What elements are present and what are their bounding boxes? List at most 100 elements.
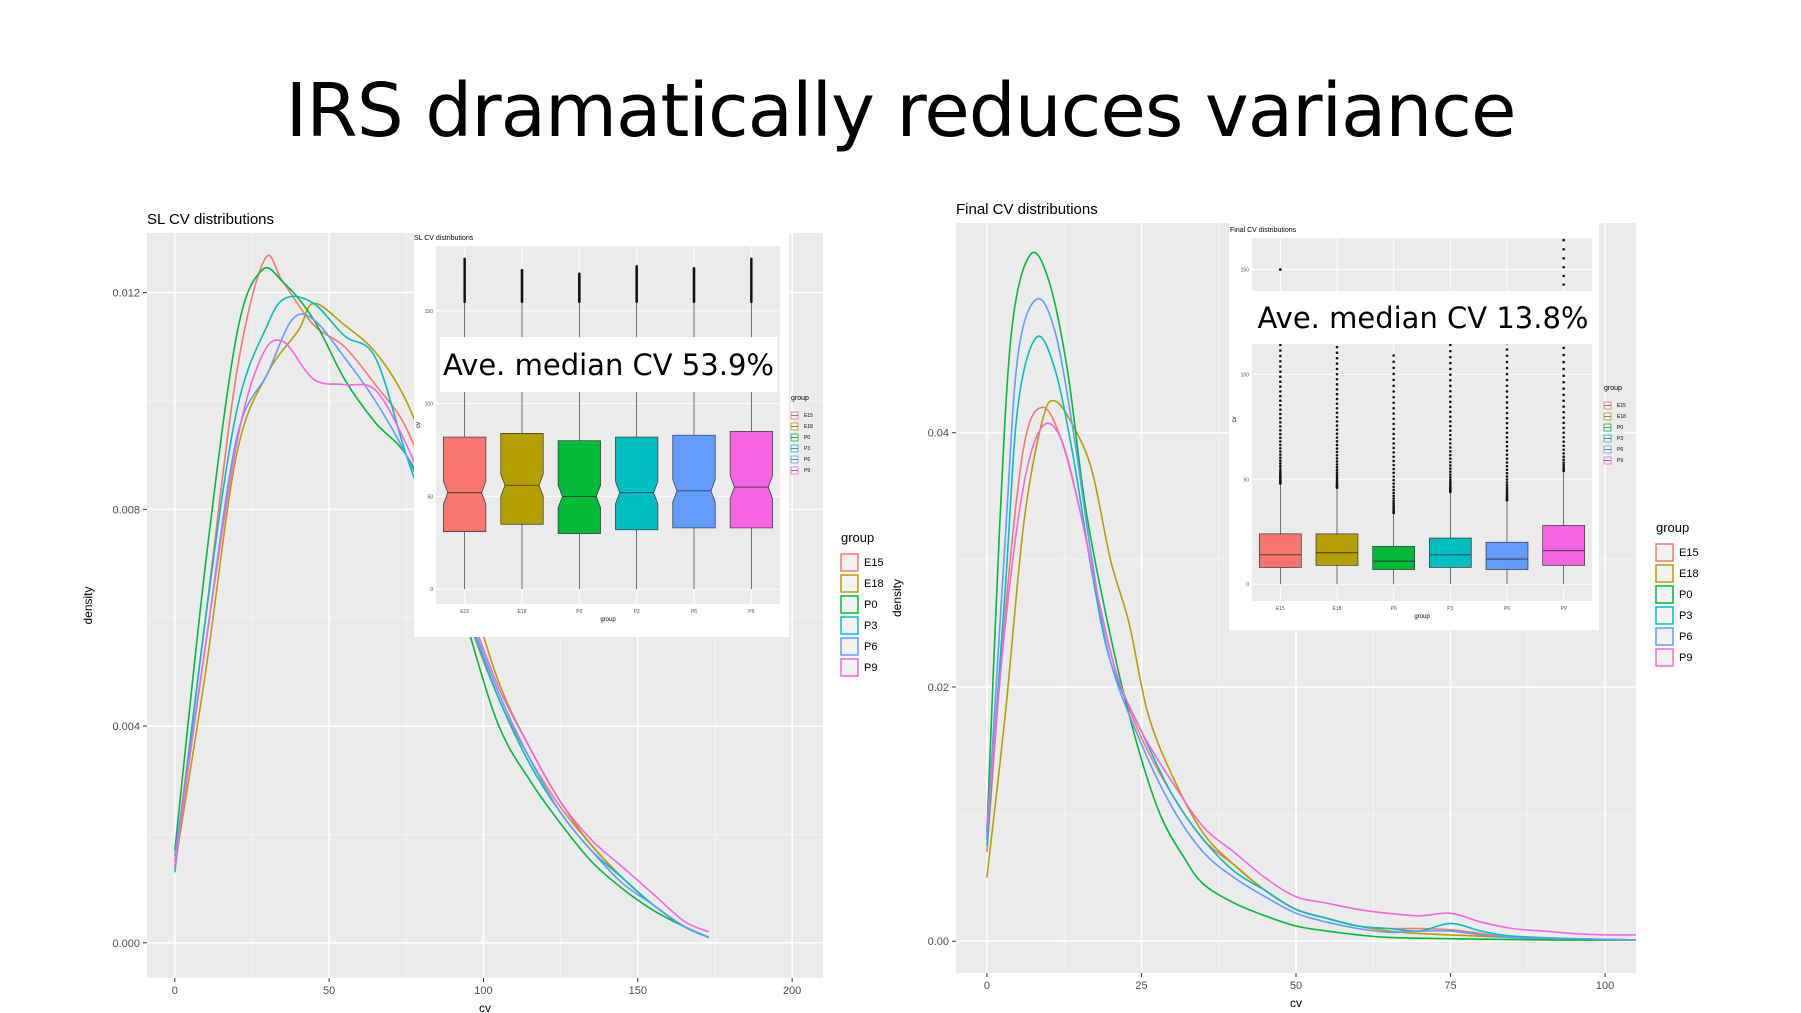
outlier-point [1279, 428, 1282, 432]
y-tick-label: 0.004 [112, 721, 140, 733]
outlier-point [1505, 406, 1509, 410]
outlier-point [1279, 390, 1282, 393]
outlier-point [635, 265, 638, 268]
outlier-point [1562, 431, 1565, 434]
y-tick-label: 0 [430, 587, 433, 593]
outlier-point [1335, 457, 1339, 460]
outlier-point [1449, 470, 1452, 473]
outlier-point [1449, 361, 1452, 365]
legend-key-E15 [840, 553, 859, 572]
outlier-point [1562, 353, 1565, 357]
legend-title: group [1604, 385, 1622, 392]
outlier-point [1279, 462, 1282, 465]
outlier-point [1449, 405, 1452, 409]
outlier-point [1392, 482, 1395, 485]
outlier-point [1279, 421, 1282, 424]
outlier-point [1335, 388, 1339, 391]
density-line-P0 [986, 251, 1637, 941]
outlier-point [1279, 416, 1282, 420]
outlier-point [1392, 437, 1395, 440]
outlier-point [1335, 406, 1339, 410]
x-tick-label: 0 [984, 980, 990, 992]
legend-label-P9: P9 [804, 468, 810, 474]
sl-density-xlabel: cv [479, 1001, 491, 1013]
x-tick-label: 200 [783, 985, 801, 997]
outlier-point [1392, 451, 1395, 454]
legend-key-P3 [840, 616, 859, 635]
legend-label-E15: E15 [864, 557, 884, 569]
outlier-point [1392, 475, 1395, 478]
outlier-point [1505, 475, 1509, 478]
outlier-point [1279, 453, 1282, 456]
outlier-point [1279, 359, 1282, 363]
y-tick-label: 0.04 [928, 428, 949, 440]
final-box-ylabel: cv [1232, 417, 1238, 423]
outlier-point [1449, 457, 1452, 460]
outlier-point [1505, 421, 1509, 425]
density-line-E18 [986, 399, 1637, 941]
density-line-P6 [986, 297, 1637, 941]
outlier-point [1505, 486, 1509, 490]
outlier-point [1505, 395, 1509, 399]
x-tick-label: P0 [1391, 606, 1397, 612]
outlier-point [1279, 475, 1282, 479]
outlier-point [1279, 440, 1282, 443]
outlier-point [1505, 471, 1509, 475]
outlier-point [1562, 283, 1565, 286]
outlier-point [1505, 372, 1509, 376]
x-tick-label: 100 [474, 985, 492, 997]
legend-key-P6 [840, 637, 859, 656]
outlier-point [1335, 420, 1339, 423]
outlier-point [1335, 477, 1339, 481]
final-density-title: Final CV distributions [956, 201, 1098, 218]
outlier-point [520, 268, 524, 272]
legend-key-E15 [1655, 543, 1674, 562]
legend-label-P0: P0 [804, 435, 810, 441]
outlier-point [1562, 374, 1565, 377]
sl-box-legend: group E15 E18 P0 P3 P6 P9 [790, 395, 813, 475]
x-tick-label: P6 [1504, 606, 1510, 612]
final-density-legend: group E15 E18 P0 P3 P6 P9 [1655, 520, 1699, 667]
outlier-point [1279, 469, 1282, 473]
legend-key-P0 [840, 595, 859, 614]
outlier-point [1562, 440, 1565, 443]
outlier-point [1279, 403, 1282, 407]
outlier-point [1392, 463, 1395, 467]
outlier-point [1279, 385, 1282, 388]
outlier-point [1392, 459, 1395, 463]
box-P3 [615, 436, 659, 531]
outlier-point [1335, 443, 1339, 447]
sl-box-chart: 0 50 100 150 E15 E18 P0 P3 P6 P9 SL CV distributio… [414, 232, 789, 637]
legend-title: group [1656, 520, 1689, 535]
outlier-point [1505, 444, 1509, 448]
outlier-point [1279, 380, 1282, 384]
outlier-point [1505, 478, 1509, 481]
outlier-point [1505, 426, 1509, 430]
outlier-point [1335, 475, 1339, 479]
legend-label-P3: P3 [864, 620, 877, 632]
box-P9 [729, 431, 773, 529]
outlier-point [578, 272, 581, 276]
outlier-point [1505, 453, 1509, 456]
legend-label-P6: P6 [804, 457, 810, 463]
outlier-point [1279, 349, 1282, 352]
outlier-point [1449, 389, 1452, 393]
outlier-point [1562, 393, 1565, 397]
outlier-point [1562, 399, 1565, 403]
outlier-point [1505, 481, 1509, 484]
outlier-point [1335, 362, 1339, 365]
final-density-ylabel: density [890, 579, 904, 617]
legend-label-E18: E18 [1679, 568, 1699, 580]
sl-density-legend: group E15 E18 P0 P3 P6 P9 [840, 530, 884, 677]
outlier-point [1505, 468, 1509, 472]
outlier-point [1335, 453, 1339, 457]
outlier-point [1392, 427, 1395, 431]
outlier-point [1279, 432, 1282, 436]
outlier-point [1392, 417, 1395, 421]
legend-label-P9: P9 [1617, 458, 1623, 464]
final-box-legend: group E15 E18 P0 P3 P6 P9 [1603, 385, 1626, 465]
outlier-point [1449, 484, 1452, 488]
outlier-point [1392, 406, 1395, 410]
y-tick-label: 100 [425, 402, 434, 408]
outlier-point [1449, 379, 1452, 382]
